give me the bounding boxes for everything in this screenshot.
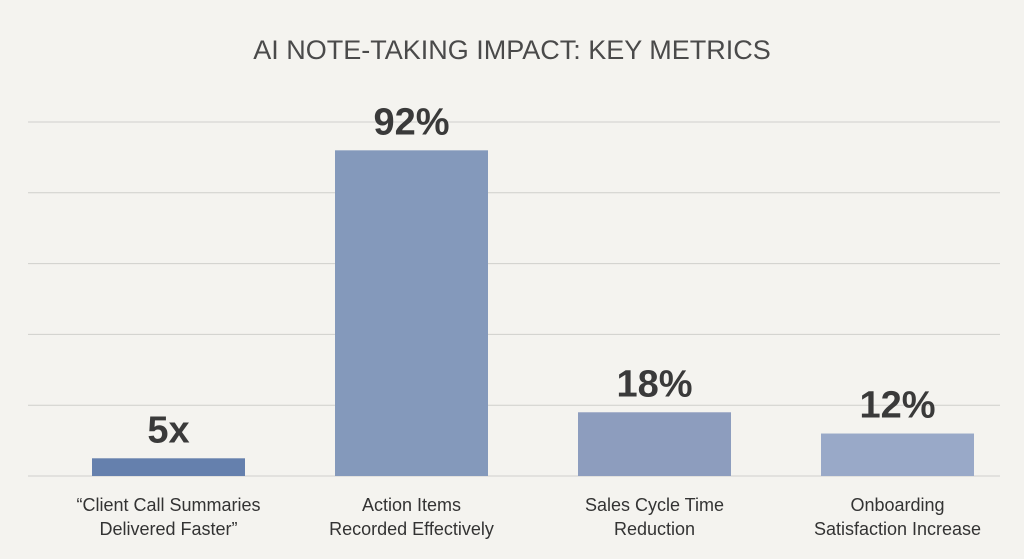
bar	[92, 458, 245, 476]
x-tick-label: Satisfaction Increase	[814, 519, 981, 539]
x-tick-label: Sales Cycle Time	[585, 495, 724, 515]
data-label: 12%	[859, 385, 935, 427]
bar	[335, 150, 488, 476]
data-label: 5x	[147, 409, 189, 451]
bar	[821, 433, 974, 476]
data-label: 92%	[373, 101, 449, 143]
x-tick-label: Delivered Faster”	[99, 519, 237, 539]
x-tick-label: Recorded Effectively	[329, 519, 494, 539]
x-tick-label: Onboarding	[850, 495, 944, 515]
chart-title: AI NOTE-TAKING IMPACT: KEY METRICS	[253, 35, 771, 65]
x-tick-label: Action Items	[362, 495, 461, 515]
x-tick-label: Reduction	[614, 519, 695, 539]
bar	[578, 412, 731, 476]
data-label: 18%	[616, 363, 692, 405]
x-tick-label: “Client Call Summaries	[76, 495, 260, 515]
